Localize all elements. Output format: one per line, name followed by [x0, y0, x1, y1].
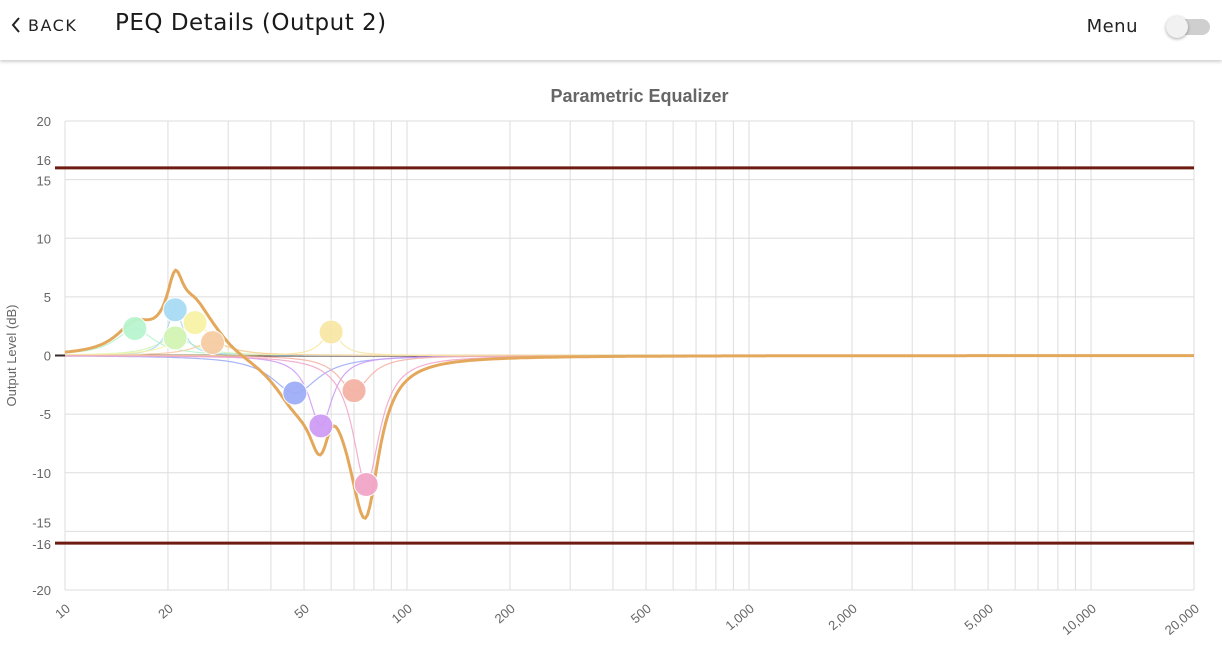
band-handle-10[interactable] [353, 471, 379, 497]
band-curve [65, 355, 1194, 485]
x-tick-label: 500 [628, 601, 654, 626]
chart-title: Parametric Equalizer [550, 86, 728, 106]
y-tick-label: 15 [37, 174, 51, 189]
y-axis-label: Output Level (dB) [4, 305, 19, 407]
band-handle-4[interactable] [182, 310, 208, 336]
y-tick-label: -5 [39, 407, 51, 422]
band-handle-7[interactable] [308, 413, 334, 439]
y-tick-label: 20 [37, 114, 51, 129]
band-handle-2[interactable] [162, 325, 188, 351]
y-tick-label: -10 [32, 466, 51, 481]
band-handle-6[interactable] [282, 380, 308, 406]
band-handle-5[interactable] [200, 330, 226, 356]
x-tick-label: 200 [492, 601, 518, 626]
page-title: PEQ Details (Output 2) [115, 10, 387, 36]
band-curve [65, 354, 1194, 392]
y-tick-label: 0 [44, 349, 51, 364]
response-curve [64, 268, 1194, 520]
band-curve [64, 337, 1194, 357]
band-handle-9[interactable] [341, 378, 367, 404]
peq-chart-svg: Parametric Equalizer -20 -16 -15 -10 -5 0 5 10 15… [4, 86, 1202, 638]
y-tick-label: 16 [37, 153, 51, 168]
band-handle-8[interactable] [318, 319, 344, 345]
menu-control: Menu [1087, 12, 1210, 40]
x-tick-label: 50 [291, 601, 312, 622]
x-tick-label: 2,000 [825, 601, 860, 633]
y-tick-label: 10 [37, 231, 51, 246]
x-tick-label: 5,000 [961, 601, 996, 633]
chevron-left-icon [10, 16, 22, 34]
x-tick-label: 1,000 [722, 601, 757, 633]
y-tick-label: -15 [32, 515, 51, 530]
y-tick-label: -16 [32, 537, 51, 552]
peq-chart: Parametric Equalizer -20 -16 -15 -10 -5 0 5 10 15… [0, 62, 1222, 657]
band-curve [65, 354, 1194, 427]
x-tick-label: 20,000 [1162, 601, 1202, 638]
band-curve [65, 354, 1194, 394]
back-button[interactable]: BACK [10, 14, 77, 36]
band-curve [64, 327, 1194, 357]
x-tick-label: 10 [52, 601, 73, 622]
x-tick-label: 10,000 [1059, 601, 1099, 638]
y-tick-label: 5 [44, 290, 51, 305]
menu-toggle-knob [1166, 16, 1188, 38]
y-tick-label: -20 [32, 583, 51, 598]
band-handle-3[interactable] [162, 297, 188, 323]
band-curve [65, 331, 1194, 357]
back-label: BACK [28, 15, 78, 35]
app-header: BACK PEQ Details (Output 2) Menu [0, 0, 1222, 60]
x-tick-label: 20 [155, 601, 176, 622]
menu-label: Menu [1086, 15, 1138, 37]
menu-toggle[interactable] [1166, 16, 1210, 38]
x-tick-label: 100 [389, 601, 415, 626]
band-handle-1[interactable] [122, 316, 148, 342]
